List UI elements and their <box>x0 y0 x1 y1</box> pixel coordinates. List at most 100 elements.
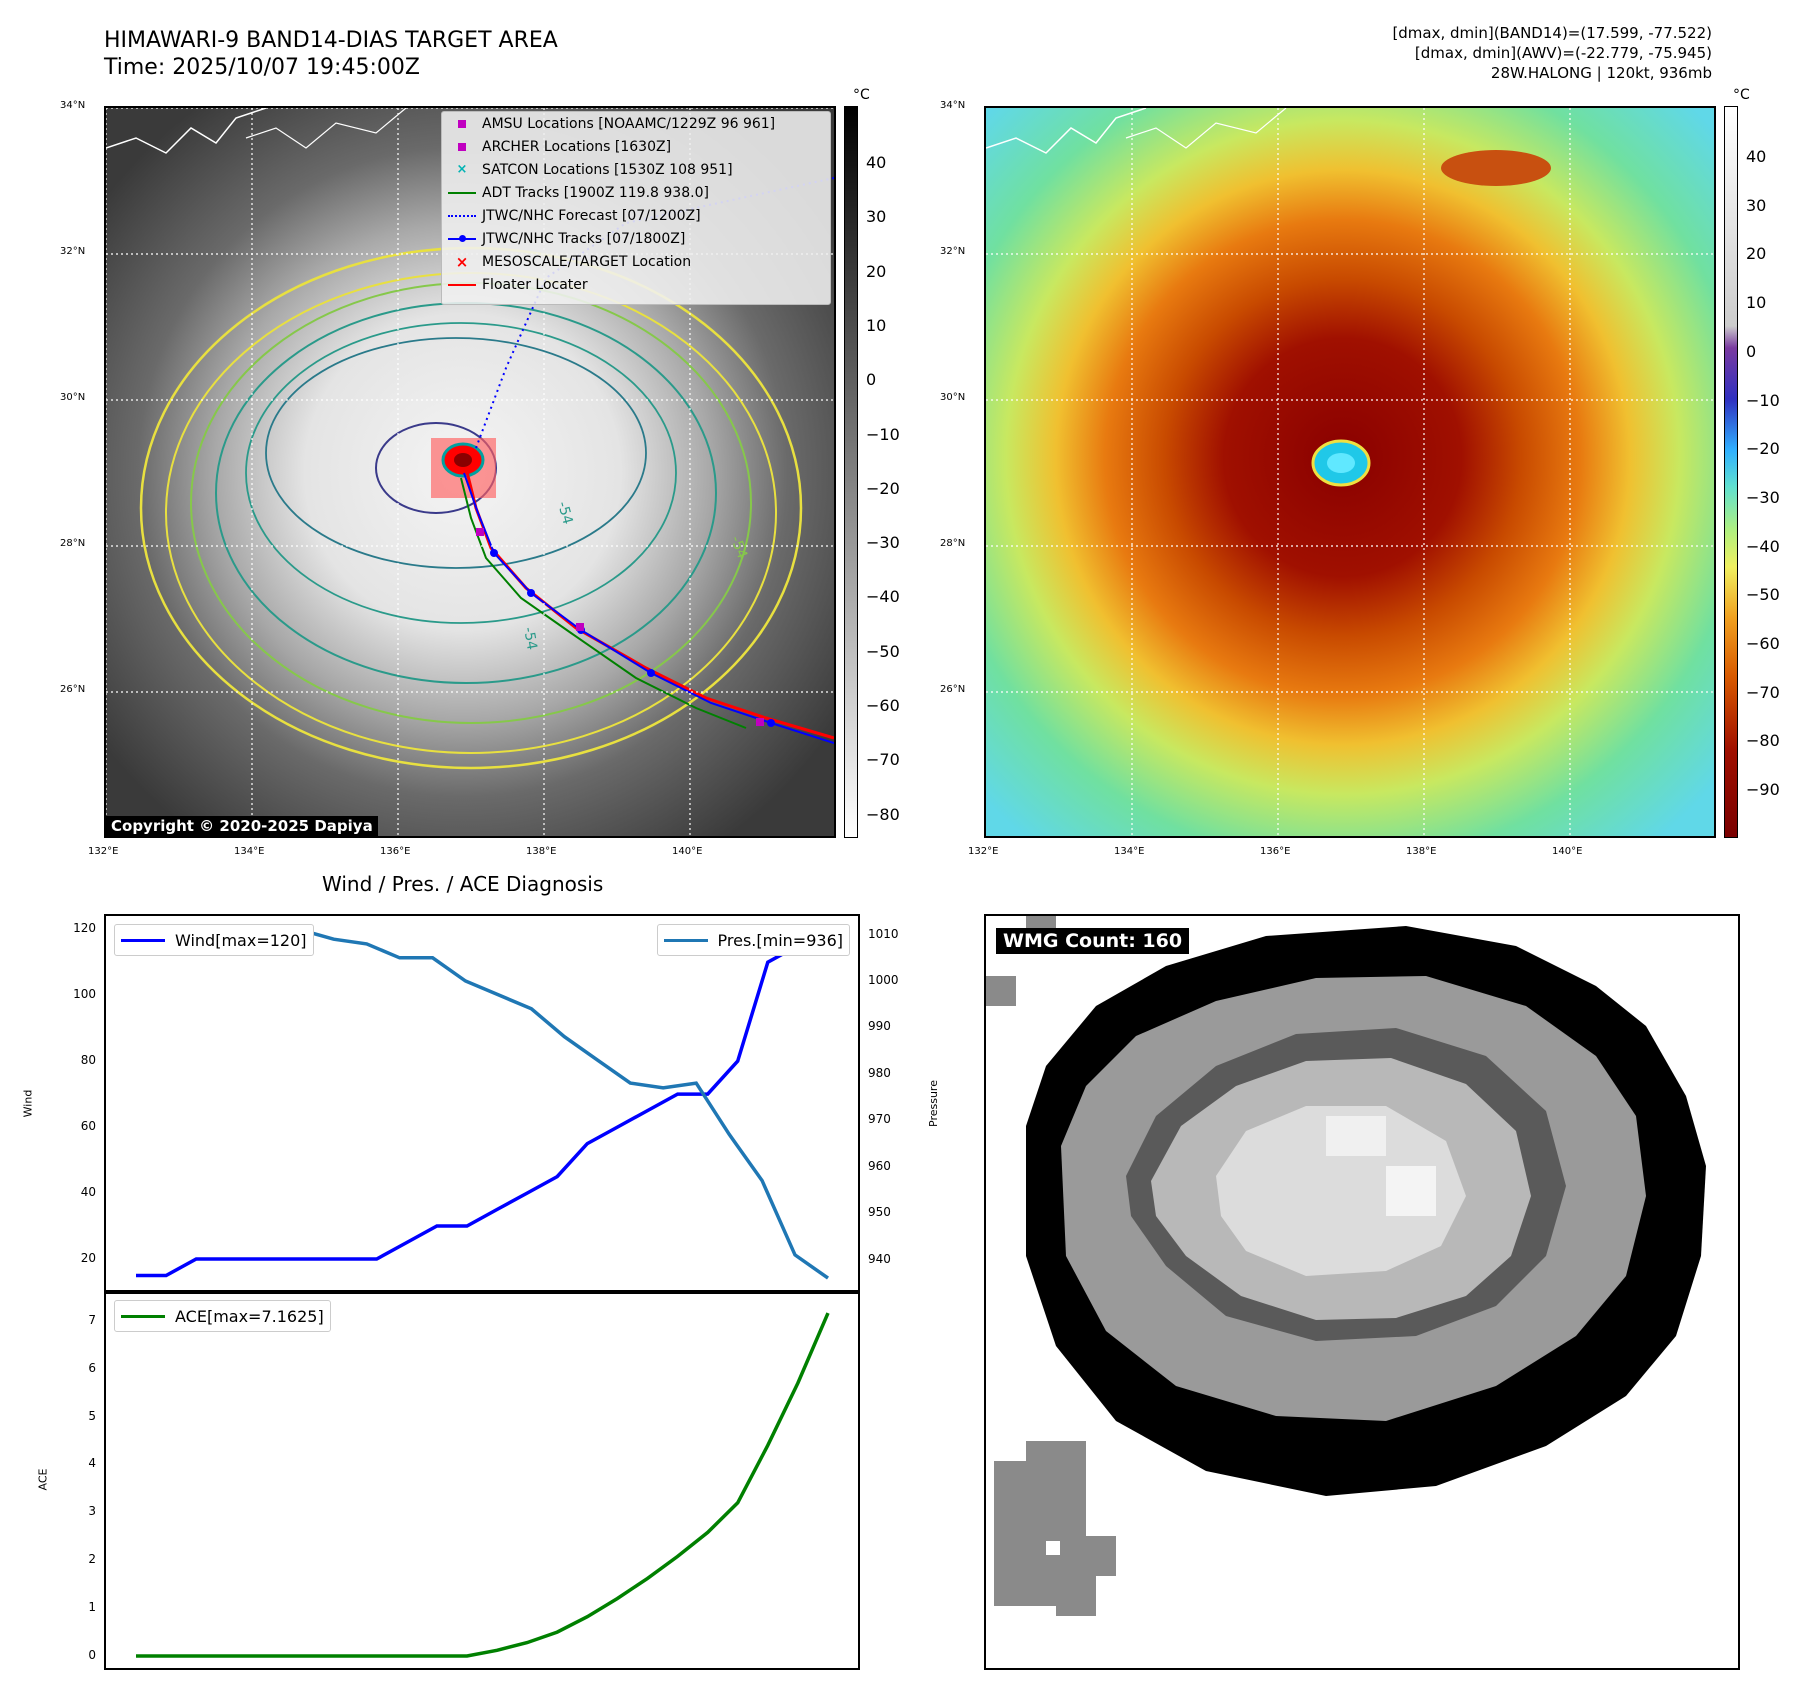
pressure-legend: Pres.[min=936] <box>656 924 850 956</box>
wind-pressure-chart: Wind[max=120] Pres.[min=936] <box>104 914 860 1294</box>
pressure-ytick-tick: 950 <box>868 1205 891 1220</box>
diagnosis-title: Wind / Pres. / ACE Diagnosis <box>322 872 604 896</box>
pressure-ytick-tick: 940 <box>868 1251 891 1266</box>
wmg-image <box>986 916 1738 1668</box>
colorbar-gray-tick: −20 <box>866 478 900 498</box>
colorbar-gray-tick: −80 <box>866 804 900 824</box>
legend-item-floater: Floater Locater <box>442 273 830 296</box>
lon-label-136-right: 136°E <box>1260 846 1291 857</box>
pressure-ytick-tick: 990 <box>868 1019 891 1034</box>
wind-ytick-tick: 20 <box>80 1251 96 1266</box>
copyright-badge: Copyright © 2020-2025 Dapiya <box>106 816 378 836</box>
colorbar-color-tick: −50 <box>1746 585 1780 605</box>
lat-label-32-right: 32°N <box>940 246 966 257</box>
lon-label-134: 134°E <box>234 846 265 857</box>
wind-axis-label: Wind <box>21 1089 35 1118</box>
wind-pressure-plot <box>136 927 830 1280</box>
lat-label-30: 30°N <box>60 392 86 403</box>
lon-label-132: 132°E <box>88 846 119 857</box>
lat-label-32: 32°N <box>60 246 86 257</box>
ace-ytick-tick: 3 <box>88 1504 96 1519</box>
wind-ytick-tick: 100 <box>73 987 96 1002</box>
colorbar-color-tick: −70 <box>1746 682 1780 702</box>
ace-line <box>136 1312 830 1658</box>
pressure-ytick-tick: 1000 <box>868 972 899 987</box>
ace-ytick-tick: 4 <box>88 1456 96 1471</box>
ace-ytick-tick: 2 <box>88 1552 96 1567</box>
lat-label-28: 28°N <box>60 538 86 549</box>
colorbar-gray-tick: 40 <box>866 153 887 172</box>
dmax-awv-text: [dmax, dmin](AWV)=(-22.779, -75.945) <box>1414 44 1712 62</box>
ace-axis-label: ACE <box>36 1468 50 1491</box>
wind-ytick-tick: 80 <box>80 1053 96 1068</box>
lat-label-26: 26°N <box>60 684 86 695</box>
wind-ytick-tick: 60 <box>80 1119 96 1134</box>
colorbar-gray <box>844 106 858 838</box>
legend-item-mesoscale: × MESOSCALE/TARGET Location <box>455 252 692 271</box>
dmax-band14-text: [dmax, dmin](BAND14)=(17.599, -77.522) <box>1392 24 1712 42</box>
lat-label-34-right: 34°N <box>940 100 966 111</box>
figure-title-line2: Time: 2025/10/07 19:45:00Z <box>104 55 420 80</box>
pressure-ytick-tick: 960 <box>868 1158 891 1173</box>
colorbar-gray-tick: 10 <box>866 315 887 335</box>
colorbar-gray-tick: −70 <box>866 750 900 770</box>
colorbar-color <box>1724 106 1738 838</box>
lat-label-26-right: 26°N <box>940 684 966 695</box>
colorbar-gray-tick: 0 <box>866 370 877 390</box>
ace-legend: ACE[max=7.1625] <box>114 1300 331 1332</box>
ir-color-map <box>984 106 1716 838</box>
colorbar-color-tick: −80 <box>1746 731 1780 751</box>
colorbar-color-tick: −90 <box>1746 780 1780 800</box>
colorbar-color-tick: 0 <box>1746 341 1757 361</box>
lat-label-30-right: 30°N <box>940 392 966 403</box>
colorbar-color-tick: 40 <box>1746 147 1767 166</box>
ace-ytick-tick: 5 <box>88 1408 96 1423</box>
wmg-panel: WMG Count: 160 <box>984 914 1740 1670</box>
lon-label-134-right: 134°E <box>1114 846 1145 857</box>
ir-gray-map: -54 -54 -54 AMSU Locations [NOAAMC/1229Z… <box>104 106 836 838</box>
colorbar-gray-tick: −40 <box>866 587 900 607</box>
legend-item-satcon: × SATCON Locations [1530Z 108 951] <box>456 161 733 178</box>
pressure-ytick-tick: 970 <box>868 1112 891 1127</box>
legend-item-archer: ARCHER Locations [1630Z] <box>442 135 830 158</box>
colorbar-color-unit: °C <box>1733 87 1750 103</box>
pressure-ytick-tick: 1010 <box>868 926 899 941</box>
lon-label-132-right: 132°E <box>968 846 999 857</box>
lat-label-28-right: 28°N <box>940 538 966 549</box>
contour-label-1: -54 <box>554 500 575 526</box>
ace-plot <box>136 1312 830 1658</box>
colorbar-color-tick: −30 <box>1746 487 1780 507</box>
figure-title-line1: HIMAWARI-9 BAND14-DIAS TARGET AREA <box>104 28 558 53</box>
colorbar-gray-tick: −30 <box>866 533 900 553</box>
legend-item-adt: ADT Tracks [1900Z 119.8 938.0] <box>442 181 830 204</box>
ace-ytick-tick: 1 <box>88 1600 96 1615</box>
colorbar-gray-unit: °C <box>853 87 870 103</box>
wind-ytick-tick: 120 <box>73 921 96 936</box>
colorbar-color-tick: 20 <box>1746 244 1767 264</box>
lon-label-140: 140°E <box>672 846 703 857</box>
lon-label-138-right: 138°E <box>1406 846 1437 857</box>
legend-item-jtwc-tracks: JTWC/NHC Tracks [07/1800Z] <box>442 227 830 250</box>
pressure-axis-label: Pressure <box>926 1080 940 1127</box>
colorbar-color-tick: 10 <box>1746 293 1767 313</box>
lat-label-34: 34°N <box>60 100 86 111</box>
colorbar-gray-tick: −10 <box>866 424 900 444</box>
storm-info-text: 28W.HALONG | 120kt, 936mb <box>1490 64 1712 82</box>
pressure-ytick-tick: 980 <box>868 1065 891 1080</box>
colorbar-gray-tick: −60 <box>866 696 900 715</box>
ace-ytick-tick: 6 <box>88 1360 96 1375</box>
lon-label-138: 138°E <box>526 846 557 857</box>
colorbar-gray-tick: −50 <box>866 641 900 661</box>
colorbar-gray-tick: 20 <box>866 261 887 281</box>
colorbar-color-tick: 30 <box>1746 195 1767 215</box>
wind-ytick-tick: 40 <box>80 1185 96 1200</box>
ace-ytick-tick: 7 <box>88 1312 96 1327</box>
wind-line <box>136 927 829 1278</box>
colorbar-color-tick: −10 <box>1746 390 1780 410</box>
legend-item-amsu: AMSU Locations [NOAAMC/1229Z 96 961] <box>442 112 830 135</box>
colorbar-gray-tick: 30 <box>866 207 887 227</box>
colorbar-color-tick: −20 <box>1746 439 1780 459</box>
wmg-count-badge: WMG Count: 160 <box>996 928 1190 954</box>
pressure-line <box>136 928 830 1280</box>
colorbar-color-tick: −60 <box>1746 634 1780 653</box>
